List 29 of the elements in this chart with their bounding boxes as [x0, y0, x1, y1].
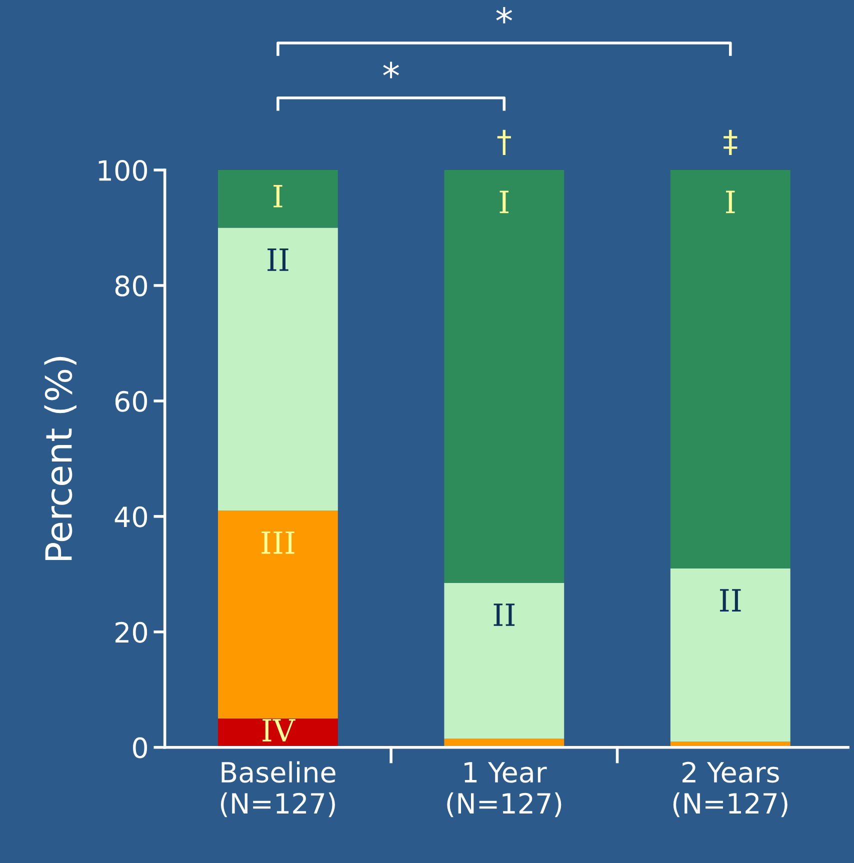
text: * — [496, 6, 512, 24]
x-tick-label: 2 Years (N=127) — [673, 762, 788, 818]
series-label: III — [262, 531, 294, 554]
y-tick-label: 60 — [115, 390, 148, 412]
bar — [218, 170, 338, 228]
bar — [444, 582, 564, 739]
text: I — [500, 190, 509, 214]
text: * — [383, 62, 399, 78]
series-label: I — [274, 185, 282, 208]
series-label: IV — [262, 719, 296, 742]
bar — [444, 170, 564, 583]
x-tick-label: Baseline (N=127) — [220, 761, 336, 818]
text: † — [497, 130, 511, 156]
y-tick-label: 20 — [116, 622, 148, 643]
y-axis-title: Percent (%) — [44, 356, 76, 560]
x-tick-label: 1 Year (N=127) — [447, 762, 562, 818]
y-tick-label: 40 — [114, 506, 148, 528]
y-tick-label: 100 — [98, 160, 148, 181]
y-tick-label: 80 — [115, 275, 148, 296]
text: II — [720, 589, 741, 612]
series-label: II — [494, 604, 515, 626]
y-tick-label: 0 — [133, 737, 148, 758]
bar — [670, 568, 790, 742]
bar — [218, 228, 338, 511]
text: I — [726, 190, 735, 214]
bar — [218, 510, 338, 718]
bar — [670, 170, 790, 568]
text: ‡ — [724, 130, 738, 156]
text: II — [268, 248, 288, 271]
